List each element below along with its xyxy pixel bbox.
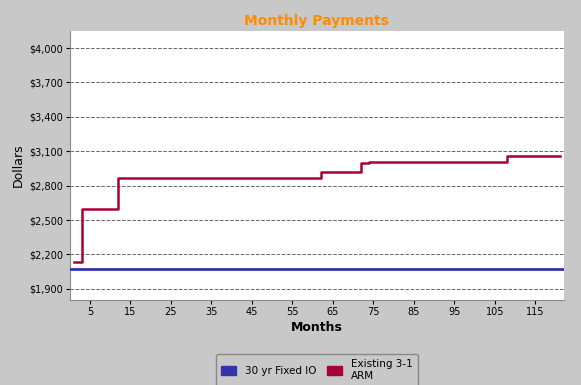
Existing 3-1
ARM (358, 169, 365, 174)
Existing 3-1
ARM (317, 175, 324, 180)
Existing 3-1
ARM (78, 206, 85, 211)
Existing 3-1
ARM (115, 206, 122, 211)
Existing 3-1
ARM (366, 161, 373, 165)
Existing 3-1
ARM (309, 175, 316, 180)
Existing 3-1
ARM (78, 260, 85, 265)
Legend: 30 yr Fixed IO, Existing 3-1
ARM: 30 yr Fixed IO, Existing 3-1 ARM (216, 354, 418, 385)
Existing 3-1
ARM (366, 159, 373, 164)
Line: Existing 3-1
ARM: Existing 3-1 ARM (74, 156, 560, 263)
Y-axis label: Dollars: Dollars (12, 144, 24, 187)
Title: Monthly Payments: Monthly Payments (244, 14, 389, 28)
Existing 3-1
ARM (317, 169, 324, 174)
Existing 3-1
ARM (556, 154, 563, 158)
Existing 3-1
ARM (503, 159, 510, 164)
30 yr Fixed IO (66, 266, 73, 271)
30 yr Fixed IO (70, 266, 77, 271)
Existing 3-1
ARM (70, 260, 77, 265)
Existing 3-1
ARM (503, 154, 510, 158)
Existing 3-1
ARM (115, 175, 122, 180)
Existing 3-1
ARM (358, 161, 365, 165)
X-axis label: Months: Months (290, 321, 343, 335)
